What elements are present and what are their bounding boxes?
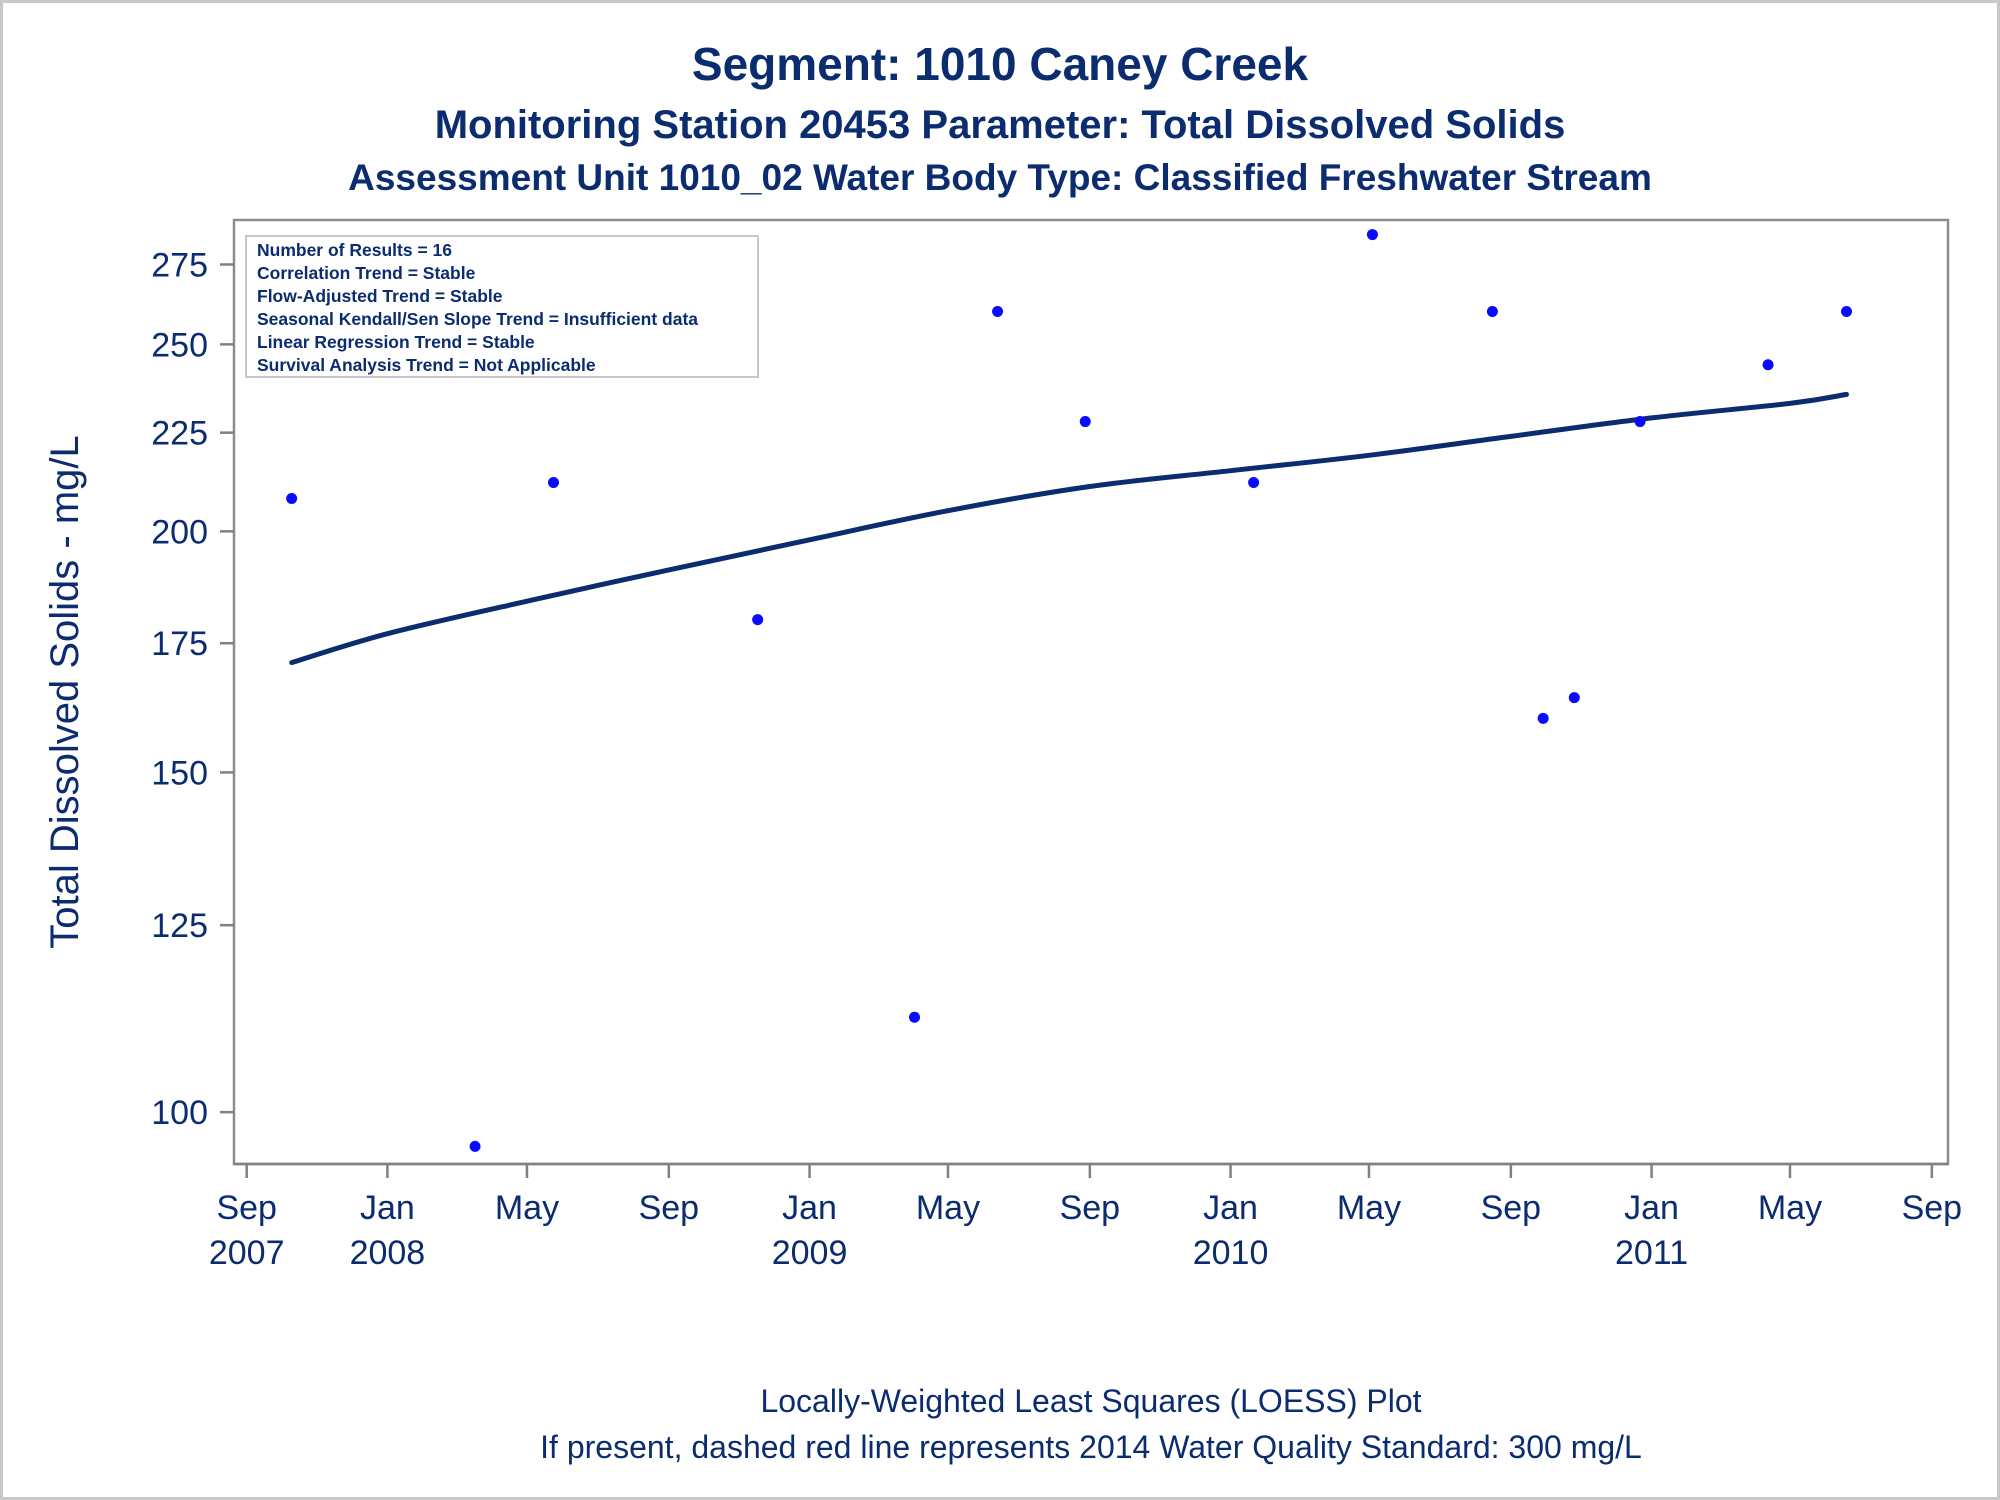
x-tick-month-label: Sep xyxy=(216,1189,277,1227)
y-axis-label: Total Dissolved Solids - mg/L xyxy=(43,435,87,949)
y-axis: 100 125 150 175 200 225 250 275 xyxy=(151,247,234,1132)
data-point xyxy=(286,492,298,504)
x-tick-month-label: Sep xyxy=(1060,1189,1121,1227)
x-tick-month-label: Jan xyxy=(1624,1189,1679,1227)
info-correlation-trend: Correlation Trend = Stable xyxy=(257,263,476,283)
data-point xyxy=(1537,712,1549,724)
data-point xyxy=(1248,477,1260,489)
y-tick-label: 175 xyxy=(151,625,208,663)
loess-line-group xyxy=(289,391,1849,666)
footnote-loess: Locally-Weighted Least Squares (LOESS) P… xyxy=(760,1383,1421,1419)
data-point xyxy=(1634,416,1646,428)
x-tick-month-label: Sep xyxy=(1902,1189,1963,1227)
y-tick-label: 200 xyxy=(151,513,208,551)
x-tick-year-label: 2011 xyxy=(1615,1234,1688,1272)
data-point xyxy=(1366,229,1378,241)
trend-info-box: Number of Results = 16 Correlation Trend… xyxy=(245,235,759,378)
chart-subtitle-station: Monitoring Station 20453 Parameter: Tota… xyxy=(435,103,1566,147)
data-points xyxy=(286,229,1852,1152)
x-tick-month-label: May xyxy=(1758,1189,1822,1227)
x-tick-month-label: Jan xyxy=(782,1189,837,1227)
y-tick-label: 275 xyxy=(151,247,208,285)
x-tick-month-label: Sep xyxy=(639,1189,700,1227)
x-tick-year-label: 2007 xyxy=(209,1234,285,1272)
data-point xyxy=(992,306,1004,318)
x-tick-month-label: Jan xyxy=(360,1189,415,1227)
data-point xyxy=(1079,416,1091,428)
x-tick-year-label: 2010 xyxy=(1193,1234,1269,1272)
y-tick-label: 225 xyxy=(151,415,208,453)
info-seasonal-kendall-trend: Seasonal Kendall/Sen Slope Trend = Insuf… xyxy=(257,309,698,329)
data-point xyxy=(548,477,560,489)
loess-line xyxy=(289,391,1849,666)
x-tick-year-label: 2009 xyxy=(772,1234,848,1272)
x-tick-month-label: Sep xyxy=(1481,1189,1542,1227)
footnote-standard: If present, dashed red line represents 2… xyxy=(540,1429,1642,1465)
data-point xyxy=(1762,359,1774,371)
chart-title: Segment: 1010 Caney Creek xyxy=(692,38,1309,90)
data-point xyxy=(1840,306,1852,318)
x-tick-year-label: 2008 xyxy=(350,1234,426,1272)
x-tick-month-label: May xyxy=(495,1189,559,1227)
data-point xyxy=(1486,306,1498,318)
info-box-frame xyxy=(245,235,759,378)
data-point xyxy=(1568,692,1580,704)
y-tick-label: 100 xyxy=(151,1094,208,1132)
x-tick-month-label: Jan xyxy=(1203,1189,1258,1227)
chart-subtitle-assessment: Assessment Unit 1010_02 Water Body Type:… xyxy=(348,157,1652,198)
y-tick-label: 250 xyxy=(151,326,208,364)
y-tick-label: 125 xyxy=(151,907,208,945)
x-tick-month-label: May xyxy=(1337,1189,1401,1227)
data-point xyxy=(469,1140,481,1152)
y-tick-label: 150 xyxy=(151,754,208,792)
data-point xyxy=(752,614,764,626)
info-linear-regression-trend: Linear Regression Trend = Stable xyxy=(257,332,535,352)
info-flow-adjusted-trend: Flow-Adjusted Trend = Stable xyxy=(257,286,503,306)
x-axis: Sep 2007 Jan 2008 May Sep Jan 2009 May Sep Jan 2010… xyxy=(209,1162,1963,1272)
data-point xyxy=(909,1011,921,1023)
info-number-of-results: Number of Results = 16 xyxy=(257,240,452,260)
info-survival-analysis-trend: Survival Analysis Trend = Not Applicable xyxy=(257,355,596,375)
x-tick-month-label: May xyxy=(916,1189,980,1227)
